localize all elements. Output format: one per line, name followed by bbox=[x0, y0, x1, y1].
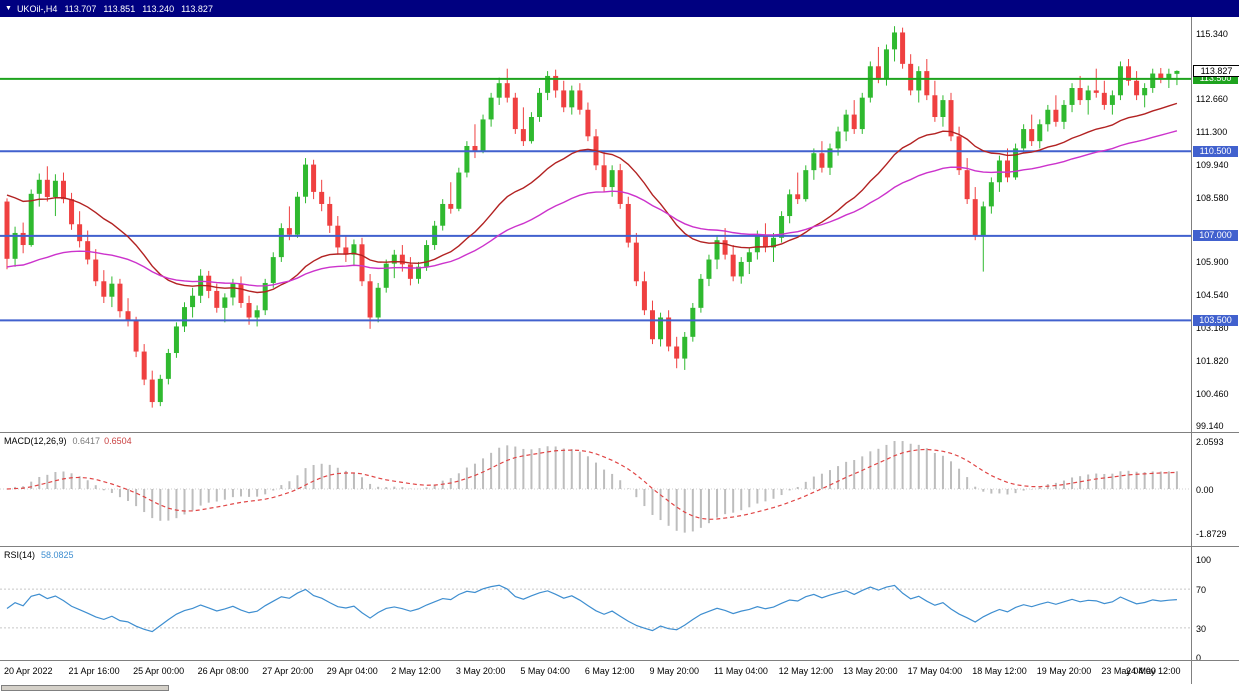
time-axis-label: 17 May 04:00 bbox=[907, 666, 963, 676]
price-tick-label: 112.660 bbox=[1196, 94, 1228, 105]
h-scrollbar-thumb[interactable] bbox=[1, 685, 169, 691]
price-level-chip: 103.500 bbox=[1193, 314, 1238, 326]
time-axis-label: 26 Apr 08:00 bbox=[197, 666, 249, 676]
rsi-line bbox=[6, 584, 1177, 633]
price-tick-label: 105.900 bbox=[1196, 257, 1229, 268]
candles bbox=[4, 26, 1180, 408]
time-axis-label: 6 May 12:00 bbox=[584, 666, 635, 676]
price-level-chip: 110.500 bbox=[1193, 145, 1238, 157]
macd-axis-max: 2.0593 bbox=[1196, 437, 1224, 447]
price-tick-label: 104.540 bbox=[1196, 290, 1229, 301]
rsi-axis-0: 0 bbox=[1196, 653, 1202, 663]
price-tick-label: 99.140 bbox=[1196, 420, 1224, 431]
time-axis-label: 29 Apr 04:00 bbox=[326, 666, 378, 676]
time-axis-label: 11 May 04:00 bbox=[714, 666, 768, 676]
time-axis-label: 2 May 12:00 bbox=[391, 666, 441, 676]
time-axis-label: 27 Apr 20:00 bbox=[262, 666, 314, 676]
macd-signal-line bbox=[6, 448, 1177, 520]
ohlc-high: 113.851 bbox=[103, 3, 136, 14]
rsi-axis-30: 30 bbox=[1196, 624, 1207, 634]
price-axis[interactable]: 115.340 112.660 111.300 109.940 108.580 105.9… bbox=[1191, 17, 1239, 684]
price-tick-label: 100.460 bbox=[1196, 388, 1229, 399]
ohlc-close: 113.827 bbox=[181, 3, 213, 14]
macd-axis-zero: 0.00 bbox=[1196, 485, 1214, 495]
time-axis-label: 19 May 20:00 bbox=[1036, 666, 1092, 676]
macd-histogram bbox=[14, 441, 1178, 533]
ohlc-open: 113.707 bbox=[64, 3, 97, 14]
time-axis-label: 12 May 12:00 bbox=[778, 666, 834, 676]
rsi-name: RSI(14) bbox=[4, 550, 36, 560]
macd-main-value: 0.6417 bbox=[72, 436, 101, 446]
symbol-timeframe-label: UKOil-,H4 bbox=[16, 3, 58, 14]
rsi-value: 58.0825 bbox=[41, 550, 74, 560]
price-tick-label: 115.340 bbox=[1196, 29, 1228, 40]
collapse-triangle-icon[interactable]: ▼ bbox=[5, 5, 12, 12]
ohlc-low: 113.240 bbox=[142, 3, 175, 14]
price-chart-canvas[interactable] bbox=[0, 17, 1191, 432]
price-tick-label: 108.580 bbox=[1196, 192, 1229, 203]
time-axis[interactable]: 20 Apr 2022 21 Apr 16:00 25 Apr 00:00 26 Ap… bbox=[0, 661, 1191, 684]
time-axis-label: 20 Apr 2022 bbox=[4, 666, 53, 676]
price-tick-label: 101.820 bbox=[1196, 355, 1229, 366]
price-tick-label: 111.300 bbox=[1196, 126, 1228, 137]
price-level-chip: 113.500 bbox=[1193, 73, 1238, 85]
price-tick-label: 103.180 bbox=[1196, 323, 1229, 334]
rsi-indicator-label: RSI(14) 58.0825 bbox=[4, 550, 74, 560]
time-axis-label: 13 May 20:00 bbox=[843, 666, 898, 676]
current-price-chip: 113.827 bbox=[1193, 65, 1239, 78]
macd-name: MACD(12,26,9) bbox=[4, 436, 67, 446]
price-tick-label: 109.940 bbox=[1196, 159, 1229, 170]
ma-slow-magenta-line bbox=[6, 130, 1178, 287]
macd-signal-value: 0.6504 bbox=[104, 436, 132, 446]
panel-divider[interactable] bbox=[0, 546, 1239, 547]
rsi-axis-100: 100 bbox=[1196, 555, 1212, 565]
rsi-panel-canvas[interactable] bbox=[0, 547, 1191, 660]
ma-fast-red-line bbox=[6, 102, 1178, 294]
time-axis-label: 23 May 04:00 bbox=[1101, 666, 1156, 676]
horizontal-level-lines[interactable] bbox=[0, 77, 1191, 322]
time-axis-label: 25 Apr 00:00 bbox=[133, 666, 185, 676]
panel-divider[interactable] bbox=[0, 432, 1239, 433]
bottom-bar bbox=[0, 684, 1239, 692]
price-level-chip: 107.000 bbox=[1193, 230, 1238, 242]
macd-indicator-label: MACD(12,26,9) 0.6417 0.6504 bbox=[4, 436, 132, 446]
rsi-level-lines bbox=[0, 588, 1191, 629]
macd-axis-min: -1.8729 bbox=[1196, 529, 1227, 539]
chart-title-bar: ▼ UKOil-,H4 113.707 113.851 113.240 113.… bbox=[0, 0, 1239, 17]
time-axis-label: 24 May 12:00 bbox=[1126, 666, 1181, 676]
time-axis-label: 5 May 04:00 bbox=[520, 666, 570, 676]
time-axis-label: 3 May 20:00 bbox=[455, 666, 506, 676]
time-axis-label: 9 May 20:00 bbox=[649, 666, 699, 676]
rsi-axis-70: 70 bbox=[1196, 585, 1207, 595]
macd-panel-canvas[interactable] bbox=[0, 433, 1191, 546]
time-axis-label: 21 Apr 16:00 bbox=[68, 666, 120, 676]
time-axis-label: 18 May 12:00 bbox=[972, 666, 1027, 676]
panel-divider bbox=[0, 660, 1239, 661]
